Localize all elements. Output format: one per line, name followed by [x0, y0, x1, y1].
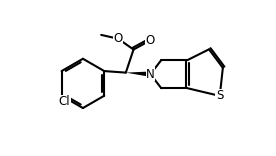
- Text: O: O: [113, 32, 123, 45]
- Text: N: N: [146, 68, 155, 81]
- Text: O: O: [146, 34, 155, 47]
- Text: Cl: Cl: [59, 95, 70, 108]
- Text: S: S: [216, 89, 224, 102]
- Polygon shape: [126, 71, 151, 77]
